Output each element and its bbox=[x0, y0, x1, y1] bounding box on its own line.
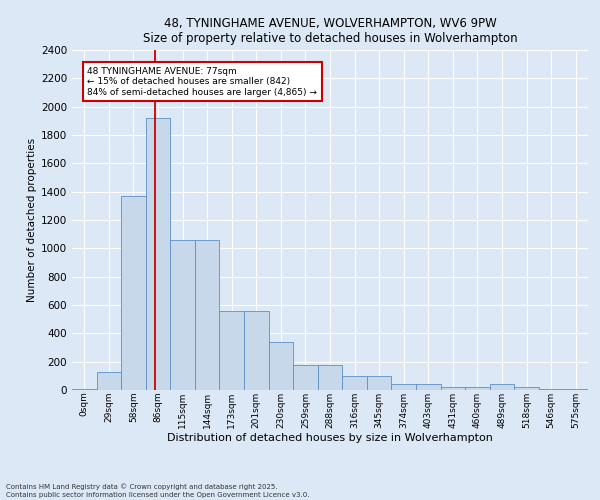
Y-axis label: Number of detached properties: Number of detached properties bbox=[27, 138, 37, 302]
Bar bbox=[146, 118, 170, 390]
Bar bbox=[465, 387, 490, 390]
X-axis label: Distribution of detached houses by size in Wolverhampton: Distribution of detached houses by size … bbox=[167, 434, 493, 444]
Bar bbox=[220, 310, 244, 390]
Bar bbox=[318, 364, 342, 390]
Bar bbox=[293, 364, 318, 390]
Title: 48, TYNINGHAME AVENUE, WOLVERHAMPTON, WV6 9PW
Size of property relative to detac: 48, TYNINGHAME AVENUE, WOLVERHAMPTON, WV… bbox=[143, 16, 517, 44]
Text: Contains HM Land Registry data © Crown copyright and database right 2025.
Contai: Contains HM Land Registry data © Crown c… bbox=[6, 484, 310, 498]
Bar bbox=[391, 384, 416, 390]
Bar bbox=[367, 376, 391, 390]
Text: 48 TYNINGHAME AVENUE: 77sqm
← 15% of detached houses are smaller (842)
84% of se: 48 TYNINGHAME AVENUE: 77sqm ← 15% of det… bbox=[88, 67, 317, 97]
Bar bbox=[416, 384, 440, 390]
Bar bbox=[244, 310, 269, 390]
Bar bbox=[342, 376, 367, 390]
Bar bbox=[97, 372, 121, 390]
Bar bbox=[170, 240, 195, 390]
Bar bbox=[440, 387, 465, 390]
Bar bbox=[490, 384, 514, 390]
Bar bbox=[514, 387, 539, 390]
Bar bbox=[195, 240, 220, 390]
Bar bbox=[269, 342, 293, 390]
Bar bbox=[121, 196, 146, 390]
